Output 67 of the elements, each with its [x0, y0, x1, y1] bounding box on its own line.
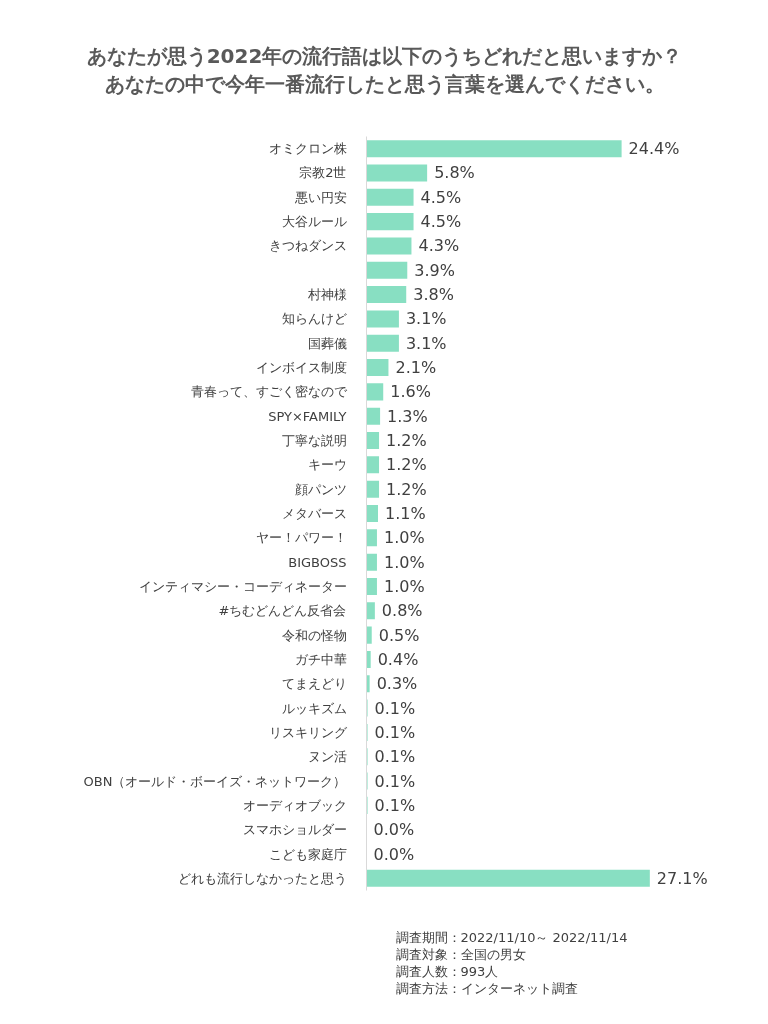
- y-tick-label: #ちむどんどん反省会: [218, 603, 347, 619]
- y-tick-label: 悪い円安: [293, 189, 347, 205]
- data-label: 3.1%: [405, 309, 447, 329]
- y-tick-label: てまえどり: [281, 676, 347, 692]
- chart-subtitle: あなたの中で今年一番流行したと思う言葉を選んでください。: [104, 71, 665, 96]
- data-label: 1.3%: [387, 406, 428, 426]
- y-tick-label: OBN（オールド・ボーイズ・ネットワーク）: [83, 773, 347, 789]
- data-label: 1.2%: [386, 431, 427, 451]
- text: 調査期間：2022/11/10～ 2022/11/14: [395, 930, 628, 945]
- data-label: 0.5%: [378, 625, 420, 645]
- data-label: 0.1%: [374, 722, 416, 742]
- y-tick-label: きつねダンス: [268, 238, 347, 254]
- y-tick-label: インティマシー・コーディネーター: [138, 578, 347, 594]
- y-tick-label: 丁寧な説明: [281, 433, 347, 449]
- text: 調査人数：993人: [395, 964, 499, 979]
- data-label: 24.4%: [628, 139, 680, 159]
- y-tick-label: 令和の怪物: [281, 627, 347, 643]
- data-label: 0.1%: [374, 747, 416, 767]
- y-tick-label: 国葬儀: [307, 335, 347, 351]
- data-label: 5.8%: [434, 163, 475, 183]
- data-label: 1.2%: [386, 479, 427, 499]
- data-label: 4.3%: [418, 236, 460, 256]
- y-tick-label: 宗教2世: [299, 165, 347, 181]
- data-label: 3.1%: [405, 333, 447, 353]
- y-tick-label: こども家庭庁: [268, 846, 347, 862]
- y-tick-label: オミクロン株: [268, 141, 347, 157]
- data-label: 2.1%: [395, 358, 437, 378]
- y-tick-label: 大谷ルール: [281, 214, 347, 230]
- data-label: 0.1%: [374, 795, 416, 815]
- y-tick-label: スマホショルダー: [242, 822, 347, 838]
- y-tick-label: キーウ: [307, 457, 347, 473]
- data-label: 4.5%: [420, 187, 462, 207]
- y-tick-label: BIGBOSS: [288, 554, 347, 570]
- data-label: 0.3%: [376, 674, 418, 694]
- y-tick-label: SPY×FAMILY: [268, 408, 347, 424]
- chart-title: あなたが思う2022年の流行語は以下のうちどれだと思いますか？: [86, 43, 683, 68]
- data-label: 0.0%: [373, 820, 415, 840]
- text: 調査方法：インターネット調査: [395, 981, 578, 996]
- y-tick-label: ヌン活: [307, 749, 347, 765]
- data-label: 4.5%: [420, 212, 462, 232]
- data-label: 1.2%: [386, 455, 427, 475]
- y-tick-label: 顔パンツ: [294, 481, 347, 497]
- data-label: 27.1%: [656, 868, 708, 888]
- y-tick-label: インボイス制度: [255, 360, 347, 376]
- y-tick-label: ガチ中華: [294, 651, 347, 667]
- text: 調査対象：全国の男女: [395, 947, 526, 962]
- data-label: 0.0%: [373, 844, 415, 864]
- data-label: 3.8%: [413, 285, 454, 305]
- y-tick-label: 青春って、すごく密なので: [190, 384, 348, 400]
- data-label: 1.0%: [383, 528, 425, 548]
- data-label: 0.1%: [374, 771, 416, 791]
- data-label: 0.1%: [374, 698, 416, 718]
- data-label: 1.0%: [383, 552, 425, 572]
- data-label: 1.0%: [383, 576, 425, 596]
- y-tick-label: ルッキズム: [281, 700, 347, 716]
- y-tick-label: 知らんけど: [281, 311, 347, 327]
- y-tick-label: メタバース: [281, 506, 347, 521]
- y-tick-label: ヤー！パワー！: [255, 530, 347, 546]
- data-label: 1.1%: [385, 504, 426, 523]
- y-tick-label: リスキリング: [268, 724, 348, 740]
- data-label: 1.6%: [390, 382, 431, 402]
- data-label: 0.8%: [381, 601, 423, 621]
- data-label: 0.4%: [377, 649, 419, 669]
- y-tick-label: 村神様: [306, 287, 347, 303]
- data-label: 3.9%: [414, 260, 455, 280]
- y-tick-label: どれも流行しなかったと思う: [177, 870, 347, 886]
- y-tick-label: オーディオブック: [242, 797, 347, 813]
